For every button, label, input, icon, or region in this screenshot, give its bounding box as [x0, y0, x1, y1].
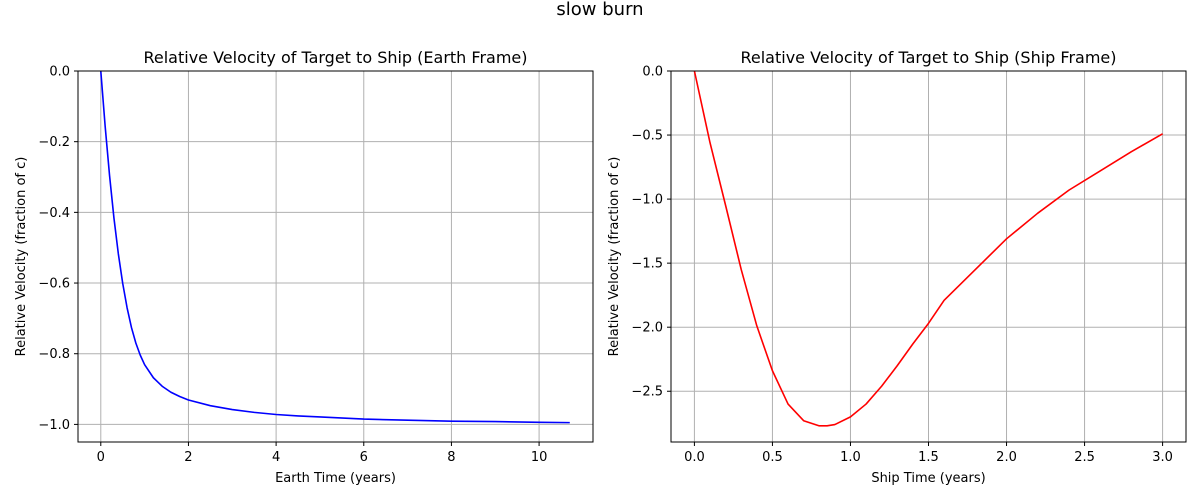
- x-tick-label: 2.0: [996, 450, 1017, 465]
- series-line-0: [693, 70, 1163, 427]
- axes-ship-frame: 0.0 0.5 1.0 1.5 2.0 2.5 3.0 0.0 −0.5 −1.0 −1.5 −2.0…: [607, 48, 1187, 486]
- y-tick-label: −0.5: [631, 129, 663, 144]
- y-axis-label: Relative Velocity (fraction of c): [607, 157, 622, 357]
- x-axis-label: Ship Time (years): [871, 471, 985, 486]
- grid: [671, 70, 1186, 442]
- series-line-0: [99, 70, 570, 424]
- x-tick-label: 3.0: [1152, 450, 1173, 465]
- y-tick-label: 0.0: [642, 65, 663, 80]
- axes-title: Relative Velocity of Target to Ship (Shi…: [740, 48, 1116, 67]
- x-tick-label: 2.5: [1074, 450, 1095, 465]
- axes-frame: [77, 70, 594, 443]
- x-tick-label: 4: [272, 450, 280, 465]
- y-tick-label: −0.6: [38, 277, 70, 292]
- axes-earth-frame: 0 2 4 6 8 10 0.0 −0.2 −0.4 −0.6 −0.8 −1.0 Relative V…: [14, 48, 594, 486]
- x-tick-label: 10: [531, 450, 548, 465]
- grid: [78, 70, 593, 442]
- x-tick-label: 1.0: [840, 450, 861, 465]
- axes-title: Relative Velocity of Target to Ship (Ear…: [143, 48, 527, 67]
- figure-suptitle: slow burn: [556, 0, 643, 20]
- x-tick-label: 1.5: [918, 450, 939, 465]
- y-tick-label: −1.0: [38, 418, 70, 433]
- y-axis-label: Relative Velocity (fraction of c): [14, 157, 29, 357]
- x-tick-label: 6: [360, 450, 368, 465]
- x-tick-label: 2: [184, 450, 192, 465]
- y-tick-label: −2.5: [631, 385, 663, 400]
- y-tick-label: −1.0: [631, 193, 663, 208]
- x-tick-label: 0: [97, 450, 105, 465]
- x-axis-label: Earth Time (years): [275, 471, 396, 486]
- y-tick-label: −0.8: [38, 347, 70, 362]
- x-tick-label: 8: [447, 450, 455, 465]
- x-tick-label: 0.5: [762, 450, 783, 465]
- x-tick-label: 0.0: [684, 450, 705, 465]
- y-tick-label: −0.4: [38, 206, 70, 221]
- y-tick-label: −1.5: [631, 257, 663, 272]
- y-tick-label: −0.2: [38, 135, 70, 150]
- y-tick-label: −2.0: [631, 321, 663, 336]
- y-tick-label: 0.0: [49, 65, 70, 80]
